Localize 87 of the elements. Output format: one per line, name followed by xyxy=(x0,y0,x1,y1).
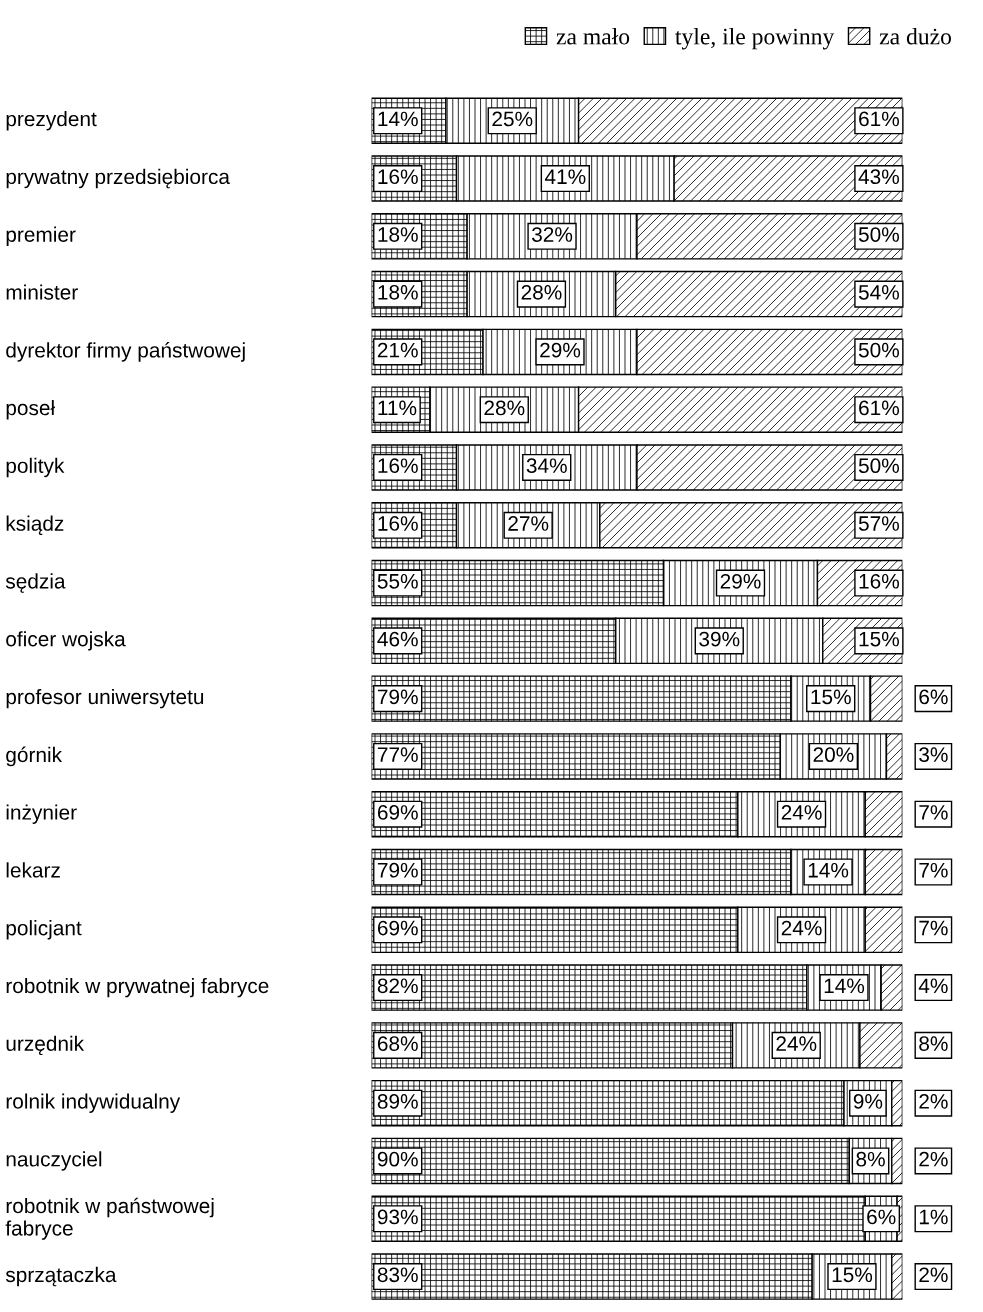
data-label: 89% xyxy=(377,1094,418,1109)
data-label: 18% xyxy=(378,227,418,242)
legend-label: za mało xyxy=(556,27,630,45)
data-label: 93% xyxy=(377,1209,418,1225)
y-tick-label: dyrektor firmy państwowej xyxy=(6,342,245,362)
data-label: 34% xyxy=(526,458,567,474)
y-tick-label: policjant xyxy=(6,920,82,940)
data-label: 15% xyxy=(859,631,899,647)
data-label: 24% xyxy=(781,920,822,936)
data-label: 50% xyxy=(858,227,899,242)
data-label: 24% xyxy=(776,1036,817,1051)
data-label: 4% xyxy=(918,978,948,994)
data-label: 69% xyxy=(377,920,418,936)
y-tick-label: premier xyxy=(6,226,76,247)
y-tick-label: oficer wojska xyxy=(6,631,126,651)
data-label: 16% xyxy=(378,169,418,185)
data-label: 83% xyxy=(377,1267,418,1283)
data-label: 21% xyxy=(377,342,418,358)
y-tick-label: ksiądz xyxy=(6,515,64,535)
legend-label: tyle, ile powinny xyxy=(675,27,835,50)
data-label: 50% xyxy=(858,458,899,474)
data-label: 7% xyxy=(919,920,948,936)
y-tick-label: polityk xyxy=(6,457,65,478)
y-tick-label: prywatny przedsiębiorca xyxy=(6,168,230,189)
data-label: 15% xyxy=(832,1267,873,1283)
y-tick-label: rolnik indywidualny xyxy=(6,1093,181,1113)
y-tick-label: prezydent xyxy=(6,111,97,131)
data-label: 6% xyxy=(867,1209,896,1225)
data-label: 18% xyxy=(378,284,418,300)
data-label: 29% xyxy=(720,573,761,589)
y-tick-label: sędzia xyxy=(5,573,66,593)
data-label: 14% xyxy=(808,862,849,878)
data-label: 9% xyxy=(853,1094,883,1109)
data-label: 28% xyxy=(521,284,562,300)
data-label: 90% xyxy=(377,1151,418,1167)
data-label: 61% xyxy=(859,400,899,416)
data-label: 27% xyxy=(508,516,549,531)
y-tick-label: minister xyxy=(6,284,78,300)
data-label: 69% xyxy=(377,805,418,820)
y-tick-label: inżynier xyxy=(6,804,77,824)
data-label: 7% xyxy=(919,805,948,820)
data-label: 16% xyxy=(378,516,418,531)
y-tick-label: poseł xyxy=(6,399,55,420)
data-label: 57% xyxy=(858,516,899,531)
data-label: 16% xyxy=(378,458,418,474)
y-tick-label: lekarz xyxy=(6,862,60,878)
data-label: 50% xyxy=(858,342,899,358)
data-label: 7% xyxy=(919,862,948,878)
y-tick-label: robotnik w prywatnej fabryce xyxy=(6,977,269,998)
data-label: 14% xyxy=(378,111,418,127)
data-label: 16% xyxy=(859,573,899,589)
y-tick-label: urzędnik xyxy=(6,1035,85,1056)
data-label: 39% xyxy=(699,631,740,647)
data-label: 29% xyxy=(540,342,581,358)
data-label: 20% xyxy=(813,747,854,763)
y-tick-label: robotnik w państwowej fabryce xyxy=(5,1197,214,1240)
data-label: 32% xyxy=(532,227,573,242)
y-tick-label: profesor uniwersytetu xyxy=(6,688,204,709)
data-label: 2% xyxy=(919,1151,948,1167)
data-label: 8% xyxy=(919,1036,948,1051)
data-label: 46% xyxy=(377,631,418,647)
data-label: 68% xyxy=(377,1036,418,1051)
data-label: 6% xyxy=(919,689,948,705)
data-label: 28% xyxy=(484,400,525,416)
data-label: 61% xyxy=(859,111,899,127)
data-label: 79% xyxy=(377,689,418,705)
data-label: 41% xyxy=(544,169,586,185)
y-tick-label: sprzątaczka xyxy=(5,1266,117,1287)
data-label: 77% xyxy=(377,747,418,762)
data-label: 2% xyxy=(919,1094,948,1109)
data-label: 2% xyxy=(919,1267,948,1283)
data-label: 25% xyxy=(492,111,533,127)
data-label: 8% xyxy=(856,1151,885,1167)
data-label: 15% xyxy=(811,689,851,705)
y-tick-label: nauczyciel xyxy=(6,1151,102,1171)
y-tick-label: górnik xyxy=(6,746,63,767)
data-label: 54% xyxy=(858,285,899,300)
data-label: 43% xyxy=(858,169,899,185)
data-label: 24% xyxy=(781,805,822,820)
data-label: 14% xyxy=(824,978,865,994)
data-label: 3% xyxy=(919,747,948,763)
data-label: 79% xyxy=(377,862,418,878)
data-label: 55% xyxy=(377,573,418,589)
data-label: 1% xyxy=(919,1209,948,1225)
legend-label: za dużo xyxy=(879,27,952,45)
data-label: 11% xyxy=(378,400,417,416)
data-label: 82% xyxy=(377,978,418,994)
